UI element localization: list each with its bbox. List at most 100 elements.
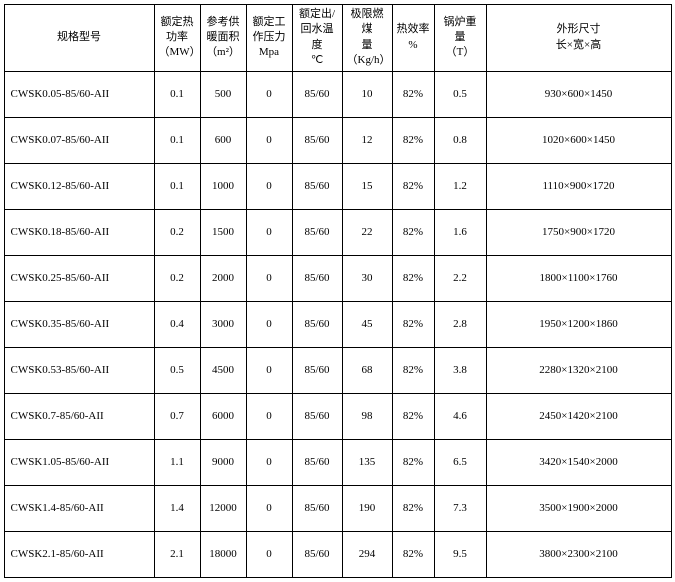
cell-coal: 135 [342, 439, 392, 485]
cell-eff: 82% [392, 439, 434, 485]
cell-area: 12000 [200, 485, 246, 531]
cell-area: 2000 [200, 255, 246, 301]
cell-pressure: 0 [246, 255, 292, 301]
cell-power: 0.2 [154, 255, 200, 301]
cell-weight: 7.3 [434, 485, 486, 531]
cell-power: 0.1 [154, 71, 200, 117]
cell-power: 0.4 [154, 301, 200, 347]
cell-eff: 82% [392, 347, 434, 393]
cell-dim: 2280×1320×2100 [486, 347, 671, 393]
cell-area: 9000 [200, 439, 246, 485]
cell-dim: 2450×1420×2100 [486, 393, 671, 439]
cell-temp: 85/60 [292, 301, 342, 347]
header-model: 规格型号 [4, 5, 154, 72]
table-row: CWSK1.05-85/60-AII1.19000085/6013582%6.5… [4, 439, 671, 485]
cell-coal: 190 [342, 485, 392, 531]
cell-coal: 22 [342, 209, 392, 255]
cell-model: CWSK1.4-85/60-AII [4, 485, 154, 531]
cell-eff: 82% [392, 393, 434, 439]
header-area: 参考供暖面积（m²） [200, 5, 246, 72]
cell-dim: 1950×1200×1860 [486, 301, 671, 347]
cell-area: 18000 [200, 531, 246, 577]
table-row: CWSK2.1-85/60-AII2.118000085/6029482%9.5… [4, 531, 671, 577]
cell-eff: 82% [392, 485, 434, 531]
cell-temp: 85/60 [292, 531, 342, 577]
cell-power: 0.2 [154, 209, 200, 255]
cell-coal: 294 [342, 531, 392, 577]
cell-weight: 2.2 [434, 255, 486, 301]
cell-dim: 3420×1540×2000 [486, 439, 671, 485]
header-temp: 额定出/回水温度℃ [292, 5, 342, 72]
cell-model: CWSK0.53-85/60-AII [4, 347, 154, 393]
cell-dim: 1020×600×1450 [486, 117, 671, 163]
cell-pressure: 0 [246, 209, 292, 255]
cell-model: CWSK2.1-85/60-AII [4, 531, 154, 577]
cell-pressure: 0 [246, 163, 292, 209]
cell-pressure: 0 [246, 117, 292, 163]
cell-dim: 1110×900×1720 [486, 163, 671, 209]
cell-area: 6000 [200, 393, 246, 439]
cell-temp: 85/60 [292, 209, 342, 255]
cell-weight: 4.6 [434, 393, 486, 439]
table-row: CWSK0.25-85/60-AII0.22000085/603082%2.21… [4, 255, 671, 301]
cell-eff: 82% [392, 117, 434, 163]
table-row: CWSK0.7-85/60-AII0.76000085/609882%4.624… [4, 393, 671, 439]
cell-power: 0.7 [154, 393, 200, 439]
cell-model: CWSK0.7-85/60-AII [4, 393, 154, 439]
cell-temp: 85/60 [292, 255, 342, 301]
cell-power: 0.1 [154, 163, 200, 209]
cell-power: 0.1 [154, 117, 200, 163]
cell-eff: 82% [392, 163, 434, 209]
cell-coal: 68 [342, 347, 392, 393]
cell-temp: 85/60 [292, 117, 342, 163]
header-weight: 锅炉重量（T） [434, 5, 486, 72]
table-row: CWSK0.53-85/60-AII0.54500085/606882%3.82… [4, 347, 671, 393]
cell-temp: 85/60 [292, 71, 342, 117]
cell-power: 2.1 [154, 531, 200, 577]
cell-dim: 1800×1100×1760 [486, 255, 671, 301]
cell-coal: 12 [342, 117, 392, 163]
header-pressure: 额定工作压力Mpa [246, 5, 292, 72]
cell-coal: 10 [342, 71, 392, 117]
cell-model: CWSK0.05-85/60-AII [4, 71, 154, 117]
cell-temp: 85/60 [292, 485, 342, 531]
table-row: CWSK0.05-85/60-AII0.1500085/601082%0.593… [4, 71, 671, 117]
cell-model: CWSK0.35-85/60-AII [4, 301, 154, 347]
cell-area: 4500 [200, 347, 246, 393]
cell-pressure: 0 [246, 439, 292, 485]
cell-eff: 82% [392, 531, 434, 577]
cell-temp: 85/60 [292, 163, 342, 209]
cell-coal: 30 [342, 255, 392, 301]
cell-area: 600 [200, 117, 246, 163]
cell-model: CWSK0.25-85/60-AII [4, 255, 154, 301]
cell-weight: 1.2 [434, 163, 486, 209]
cell-weight: 9.5 [434, 531, 486, 577]
table-row: CWSK1.4-85/60-AII1.412000085/6019082%7.3… [4, 485, 671, 531]
cell-dim: 3800×2300×2100 [486, 531, 671, 577]
cell-temp: 85/60 [292, 393, 342, 439]
cell-model: CWSK0.12-85/60-AII [4, 163, 154, 209]
cell-weight: 0.5 [434, 71, 486, 117]
cell-eff: 82% [392, 209, 434, 255]
cell-area: 1000 [200, 163, 246, 209]
cell-area: 500 [200, 71, 246, 117]
table-row: CWSK0.07-85/60-AII0.1600085/601282%0.810… [4, 117, 671, 163]
cell-area: 1500 [200, 209, 246, 255]
cell-power: 1.4 [154, 485, 200, 531]
cell-pressure: 0 [246, 347, 292, 393]
header-row: 规格型号 额定热功率（MW） 参考供暖面积（m²） 额定工作压力Mpa 额定出/… [4, 5, 671, 72]
cell-area: 3000 [200, 301, 246, 347]
cell-pressure: 0 [246, 301, 292, 347]
cell-dim: 3500×1900×2000 [486, 485, 671, 531]
cell-power: 1.1 [154, 439, 200, 485]
cell-dim: 930×600×1450 [486, 71, 671, 117]
cell-model: CWSK0.18-85/60-AII [4, 209, 154, 255]
header-eff: 热效率% [392, 5, 434, 72]
cell-coal: 98 [342, 393, 392, 439]
cell-weight: 6.5 [434, 439, 486, 485]
table-row: CWSK0.18-85/60-AII0.21500085/602282%1.61… [4, 209, 671, 255]
cell-eff: 82% [392, 301, 434, 347]
cell-eff: 82% [392, 255, 434, 301]
cell-temp: 85/60 [292, 347, 342, 393]
cell-coal: 45 [342, 301, 392, 347]
